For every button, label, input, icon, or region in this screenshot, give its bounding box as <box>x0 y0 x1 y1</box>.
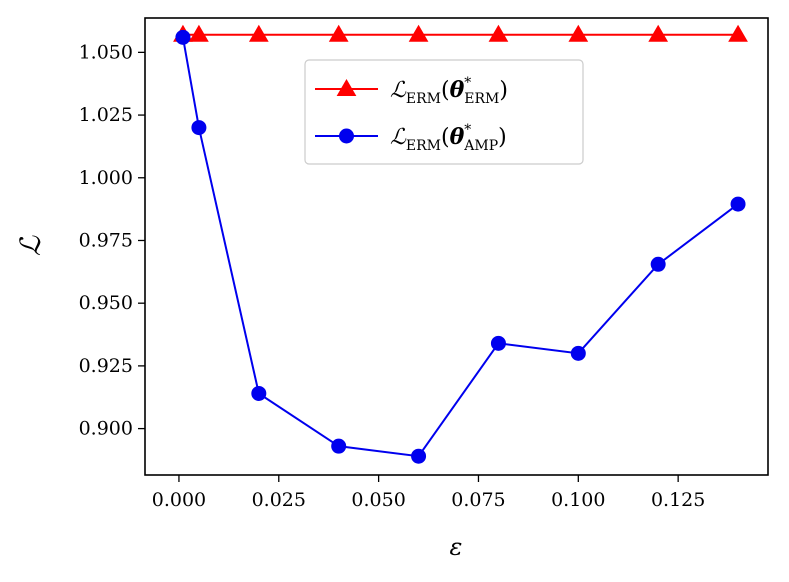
series-2-point <box>331 438 347 454</box>
y-axis: 0.900 0.925 0.950 0.975 1.000 1.025 1.050 <box>79 41 145 440</box>
x-axis-label: ε <box>450 533 463 561</box>
series-2 <box>175 29 746 464</box>
x-tick-label: 0.075 <box>451 489 505 511</box>
x-axis: 0.000 0.025 0.050 0.075 0.100 0.125 <box>152 475 705 511</box>
legend-entry-2: ℒERM(θ* AMP) <box>315 122 507 154</box>
series-1-point <box>189 24 209 42</box>
series-2-point <box>730 196 746 212</box>
legend-box <box>304 59 584 165</box>
y-tick-label: 1.025 <box>79 104 133 126</box>
series-1-point <box>408 24 429 42</box>
series-2-point <box>251 385 267 401</box>
y-tick-label: 1.000 <box>79 167 133 189</box>
series-1-point <box>248 24 269 42</box>
legend-label: ℒERM(θ* ERM) <box>390 75 508 107</box>
legend-swatch-marker <box>339 128 354 144</box>
series-2-point <box>490 335 506 351</box>
series-2-point <box>650 256 666 272</box>
x-tick-label: 0.050 <box>351 489 405 511</box>
series-2-point <box>175 29 191 45</box>
legend: ℒERM(θ* ERM) ℒERM(θ* AMP) <box>304 59 584 165</box>
legend-entry-1: ℒERM(θ* ERM) <box>315 75 508 107</box>
y-tick-label: 1.050 <box>79 41 133 63</box>
y-tick-label: 0.975 <box>79 229 133 251</box>
x-tick-label: 0.000 <box>152 489 206 511</box>
y-tick-label: 0.950 <box>79 292 133 314</box>
x-tick-label: 0.125 <box>651 489 705 511</box>
series-1-point <box>728 24 748 42</box>
legend-swatch-marker <box>336 79 357 96</box>
y-axis-label: ℒ <box>14 235 47 256</box>
series-layer <box>173 24 748 464</box>
legend-label: ℒERM(θ* AMP) <box>390 122 507 154</box>
y-tick-label: 0.925 <box>79 355 133 377</box>
x-tick-label: 0.100 <box>551 489 605 511</box>
series-2-point <box>191 120 207 136</box>
series-1-point <box>568 24 589 42</box>
x-tick-label: 0.025 <box>252 489 306 511</box>
plot-frame <box>144 17 769 476</box>
y-tick-label: 0.900 <box>79 418 133 440</box>
series-1-point <box>488 24 509 42</box>
series-2-point <box>411 448 427 464</box>
series-2-point <box>570 345 586 361</box>
series-1 <box>173 24 748 42</box>
series-1-point <box>328 24 349 42</box>
series-1-point <box>648 24 669 42</box>
